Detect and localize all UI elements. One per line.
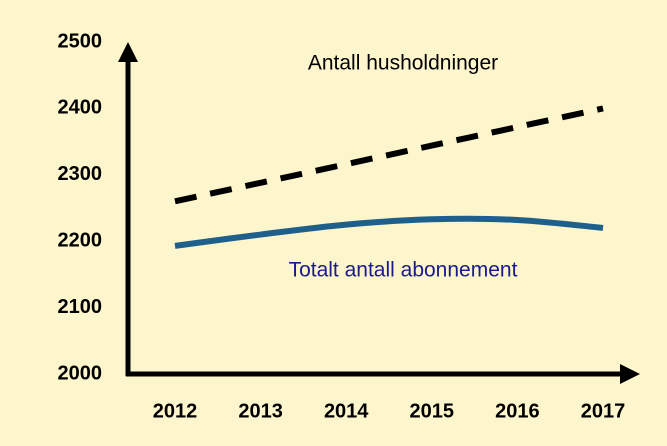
series-annotation: Antall husholdninger <box>308 52 498 75</box>
series-line <box>174 215 604 249</box>
x-tick-label: 2015 <box>410 400 455 422</box>
series-line <box>174 105 604 205</box>
x-tick-label: 2017 <box>581 400 626 422</box>
y-tick-label: 2200 <box>58 229 103 251</box>
y-tick-label: 2000 <box>58 362 103 384</box>
y-tick-label: 2500 <box>58 30 103 52</box>
x-tick-label: 2016 <box>495 400 540 422</box>
y-tick-label: 2300 <box>58 163 103 185</box>
x-tick-label: 2013 <box>238 400 283 422</box>
y-tick-label: 2100 <box>58 296 103 318</box>
y-tick-label: 2400 <box>58 97 103 119</box>
series-annotation: Totalt antall abonnement <box>289 259 518 282</box>
x-tick-label: 2014 <box>324 400 369 422</box>
x-tick-label: 2012 <box>153 400 198 422</box>
